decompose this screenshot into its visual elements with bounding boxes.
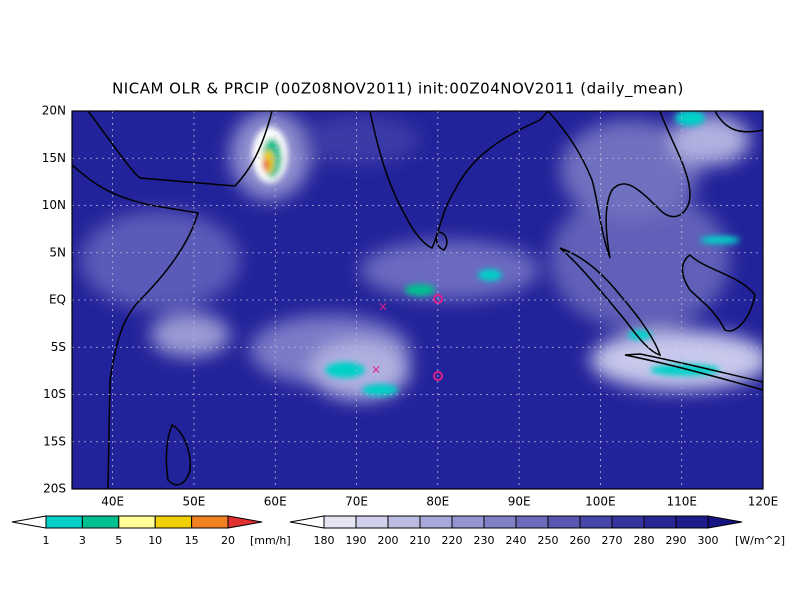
colorbar-label: 300 (698, 534, 719, 547)
colorbar-segment (323, 515, 357, 529)
colorbar-segment (643, 515, 677, 529)
colorbar-segment (579, 515, 613, 529)
map-frame (71, 110, 764, 490)
colorbar-label: 5 (115, 534, 122, 547)
lat-label: 10S (43, 387, 66, 401)
map-area: × × (72, 111, 763, 489)
colorbar-segment (483, 515, 517, 529)
lat-label: 15N (42, 151, 66, 165)
colorbar: 180 190 200 210 220 230 240 250 260 270 280 290 300 [… (289, 515, 785, 547)
lat-label: 10N (42, 198, 66, 212)
lat-label: 5N (49, 245, 66, 259)
colorbar-segment (611, 515, 645, 529)
colorbar-under (11, 515, 47, 529)
colorbar-label: 10 (148, 534, 162, 547)
lat-label: 20S (43, 482, 66, 496)
precip-field (252, 111, 740, 396)
colorbar-label: 230 (474, 534, 495, 547)
colorbar-segment (154, 515, 193, 529)
marker-x: × (371, 363, 381, 377)
lat-label: 20N (42, 104, 66, 118)
colorbar-segment (547, 515, 581, 529)
lon-label: 110E (666, 495, 697, 509)
colorbar-unit: [W/m^2] (735, 534, 785, 547)
lon-label: 70E (345, 495, 368, 509)
colorbar-label: 220 (442, 534, 463, 547)
colorbar-segment (45, 515, 83, 529)
lon-label: 60E (264, 495, 287, 509)
lat-label: 15S (43, 434, 66, 448)
graticule (72, 111, 763, 489)
lon-label: 90E (508, 495, 531, 509)
colorbar-over (707, 515, 743, 529)
colorbar-segment (675, 515, 709, 529)
colorbar-label: 290 (666, 534, 687, 547)
colorbar-segment (515, 515, 549, 529)
lon-label: 120E (748, 495, 779, 509)
colorbar-segment (451, 515, 485, 529)
colorbar-label: 250 (538, 534, 559, 547)
title: NICAM OLR & PRCIP (00Z08NOV2011) init:00… (112, 80, 684, 99)
marker-circle (433, 371, 443, 381)
colorbar-label: 180 (314, 534, 335, 547)
colorbar-segment (355, 515, 389, 529)
colorbar: 1 3 5 10 15 20 [mm/h] (11, 515, 291, 547)
cloud-field (80, 111, 763, 400)
colorbar-label: 280 (634, 534, 655, 547)
colorbar-unit: [mm/h] (250, 534, 291, 547)
colorbar-label: 20 (221, 534, 235, 547)
lon-label: 40E (101, 495, 124, 509)
lon-label: 80E (426, 495, 449, 509)
colorbar-segment (81, 515, 120, 529)
lon-label: 100E (585, 495, 616, 509)
colorbar-under (289, 515, 325, 529)
coastlines (72, 111, 763, 489)
lat-label: 5S (51, 340, 66, 354)
colorbar-label: 1 (43, 534, 50, 547)
colorbar-segment (387, 515, 421, 529)
colorbar-label: 190 (346, 534, 367, 547)
colorbar-label: 210 (410, 534, 431, 547)
axis-labels: 20N 15N 10N 5N EQ 5S 10S 15S 20S 40E 50E 60E 70E 80E 9… (42, 104, 779, 509)
colorbar-label: 200 (378, 534, 399, 547)
colorbar-segment (419, 515, 453, 529)
colorbar-over (227, 515, 263, 529)
colorbars: 1 3 5 10 15 20 [mm/h] 180 190 200 210 220 230 240 250 2… (11, 515, 785, 547)
colorbar-segment (191, 515, 229, 529)
colorbar-label: 15 (185, 534, 199, 547)
marker-x: × (378, 300, 388, 314)
lat-label: EQ (49, 293, 66, 307)
colorbar-label: 260 (570, 534, 591, 547)
colorbar-label: 3 (79, 534, 86, 547)
lon-label: 50E (183, 495, 206, 509)
colorbar-segment (118, 515, 156, 529)
colorbar-label: 240 (506, 534, 527, 547)
colorbar-label: 270 (602, 534, 623, 547)
